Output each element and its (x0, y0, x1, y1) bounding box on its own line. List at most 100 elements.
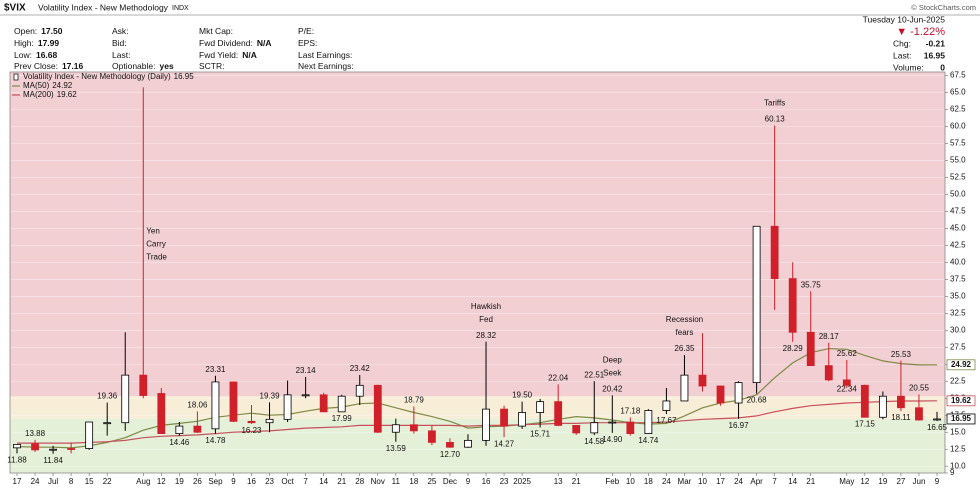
info-item: Bid: (112, 38, 127, 48)
candle-body (716, 385, 725, 404)
x-tick-label: 9 (231, 477, 236, 486)
copyright: © StockCharts.com (911, 3, 976, 12)
x-tick-label: Nov (371, 477, 385, 486)
y-tick-label: 30.0 (950, 325, 966, 334)
low-label: 22.34 (837, 384, 858, 393)
low-label: 17.15 (855, 420, 876, 429)
y-tick-label: 67.5 (950, 71, 966, 80)
x-tick-label: 7 (772, 477, 777, 486)
y-tick-label: 35.0 (950, 291, 966, 300)
info-item: Mkt Cap: (199, 26, 233, 36)
candle-body (698, 374, 707, 387)
y-tick-label: 55.0 (950, 155, 966, 164)
candle-body (842, 379, 851, 386)
y-tick-label: 22.5 (950, 376, 966, 385)
legend-value: 24.92 (52, 81, 73, 90)
x-tick-label: 27 (896, 477, 905, 486)
candle-body (608, 421, 617, 424)
high-label: 23.42 (350, 364, 371, 373)
event-label: Deep (603, 355, 623, 364)
info-value: N/A (242, 50, 257, 60)
high-label: 19.39 (260, 391, 281, 400)
info-item: Next Earnings: (298, 61, 354, 71)
x-tick-label: 19 (878, 477, 887, 486)
info-label: High: (14, 38, 34, 48)
x-tick-label: Mar (678, 477, 692, 486)
high-label: 28.32 (476, 331, 497, 340)
x-tick-label: Apr (750, 477, 763, 486)
event-label: Seek (603, 368, 622, 377)
last-value-label: 16.95 (951, 414, 972, 423)
event-label: Carry (146, 239, 166, 248)
x-tick-label: 8 (69, 477, 74, 486)
candle-body (247, 420, 256, 424)
candle-body (500, 408, 508, 427)
candle-body (67, 448, 76, 450)
symbol-name: Volatility Index - New Methodology (38, 2, 169, 12)
info-item: Optionable: yes (112, 61, 174, 71)
x-tick-label: Sep (208, 477, 223, 486)
candle-body (301, 394, 310, 397)
x-tick-label: 12 (157, 477, 166, 486)
info-label: Prev Close: (14, 61, 58, 71)
candle-body (175, 425, 184, 434)
plot-frame (9, 71, 946, 474)
candle-body (49, 448, 57, 451)
info-label: Fwd Yield: (199, 50, 238, 60)
candle-body (590, 422, 599, 434)
candle-body (734, 382, 743, 404)
high-label: 19.50 (512, 391, 533, 400)
info-value: 16.68 (36, 50, 58, 60)
y-tick-label: 65.0 (950, 87, 966, 96)
high-label: 13.88 (25, 429, 46, 438)
candle-body (860, 384, 869, 418)
candle-body (554, 401, 563, 426)
ma-line (17, 400, 938, 444)
x-tick-label: Feb (605, 477, 619, 486)
candle-body (518, 412, 526, 427)
x-tick-label: 17 (716, 477, 725, 486)
candle-body (139, 374, 148, 396)
x-tick-label: 26 (193, 477, 202, 486)
x-tick-label: 23 (500, 477, 509, 486)
info-value: N/A (257, 38, 272, 48)
candle-body (337, 395, 346, 413)
last-value-box (946, 395, 976, 407)
event-label: Trade (146, 252, 167, 261)
info-value: 17.50 (41, 26, 63, 36)
event-label: Fed (479, 315, 493, 324)
info-item: Fwd Yield: N/A (199, 50, 257, 60)
candle-body (626, 421, 635, 434)
low-label: 15.71 (530, 430, 551, 439)
low-label: 14.27 (494, 439, 515, 448)
info-label: Bid: (112, 38, 127, 48)
info-label: Last Earnings: (298, 50, 352, 60)
candle-body (572, 425, 581, 434)
x-tick-label: 22 (103, 477, 112, 486)
info-label: Open: (14, 26, 37, 36)
y-tick-label: 57.5 (950, 138, 966, 147)
high-label: 25.53 (891, 350, 912, 359)
high-label: 18.79 (404, 396, 425, 405)
candle-body (662, 400, 671, 411)
high-label: 20.42 (602, 384, 623, 393)
x-tick-label: 15 (85, 477, 94, 486)
x-tick-label: 10 (698, 477, 707, 486)
symbol: $VIX (4, 3, 26, 14)
zone (10, 396, 945, 419)
quote-label: Volume: (893, 62, 924, 72)
low-label: 14.74 (638, 436, 659, 445)
x-tick-label: 18 (409, 477, 418, 486)
x-tick-label: 21 (337, 477, 346, 486)
x-tick-label: Dec (443, 477, 457, 486)
low-label: 11.88 (7, 456, 27, 465)
x-tick-label: 18 (644, 477, 653, 486)
x-tick-label: Oct (281, 477, 294, 486)
info-label: Low: (14, 50, 32, 60)
low-label: 16.97 (729, 421, 750, 430)
candle-body (121, 374, 130, 424)
legend-swatch (13, 73, 19, 81)
candle-body (933, 418, 941, 421)
candle-body (806, 331, 815, 367)
